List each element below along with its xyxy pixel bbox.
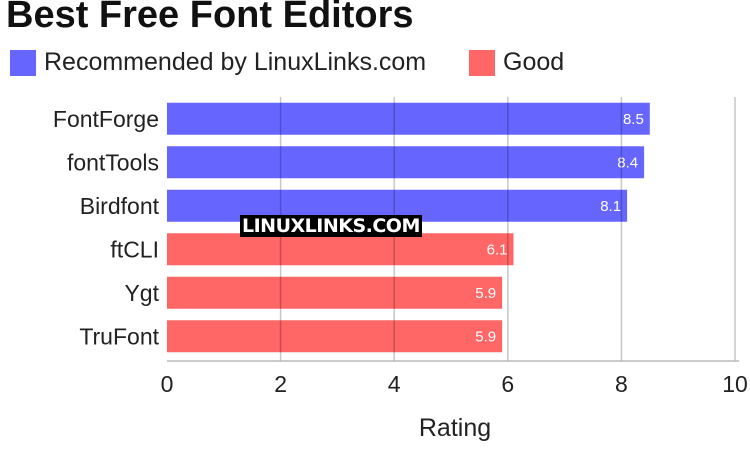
x-tick-label: 10 xyxy=(722,371,748,397)
data-label: 5.9 xyxy=(475,285,496,302)
legend-item-good: Good xyxy=(469,48,564,77)
category-label: TruFont xyxy=(79,323,159,349)
data-label: 5.9 xyxy=(475,328,496,345)
data-label: 8.1 xyxy=(600,198,621,215)
x-tick-label: 0 xyxy=(161,371,174,397)
data-label: 6.1 xyxy=(487,241,508,258)
x-tick-label: 2 xyxy=(274,371,287,397)
x-tick-label: 4 xyxy=(388,371,401,397)
legend-item-recommended: Recommended by LinuxLinks.com xyxy=(10,48,426,77)
category-label: FontForge xyxy=(53,106,159,132)
chart-title: Best Free Font Editors xyxy=(6,0,414,36)
bar xyxy=(167,102,650,135)
legend-swatch xyxy=(469,49,495,76)
bar xyxy=(167,320,503,353)
data-label: 8.5 xyxy=(623,111,644,128)
category-label: Ygt xyxy=(124,280,159,306)
x-tick-label: 8 xyxy=(615,371,628,397)
category-label: Birdfont xyxy=(80,193,160,219)
legend-label: Good xyxy=(503,48,565,76)
x-axis-label: Rating xyxy=(418,414,492,442)
bar xyxy=(167,276,503,309)
bar xyxy=(167,146,645,179)
data-label: 8.4 xyxy=(617,154,638,171)
category-label: ftCLI xyxy=(110,236,159,262)
bar xyxy=(167,233,514,266)
x-tick-label: 6 xyxy=(501,371,514,397)
legend-swatch xyxy=(10,49,36,76)
watermark: LINUXLINKS.COM xyxy=(240,215,422,237)
legend-label: Recommended by LinuxLinks.com xyxy=(44,48,427,76)
category-label: fontTools xyxy=(67,149,159,175)
